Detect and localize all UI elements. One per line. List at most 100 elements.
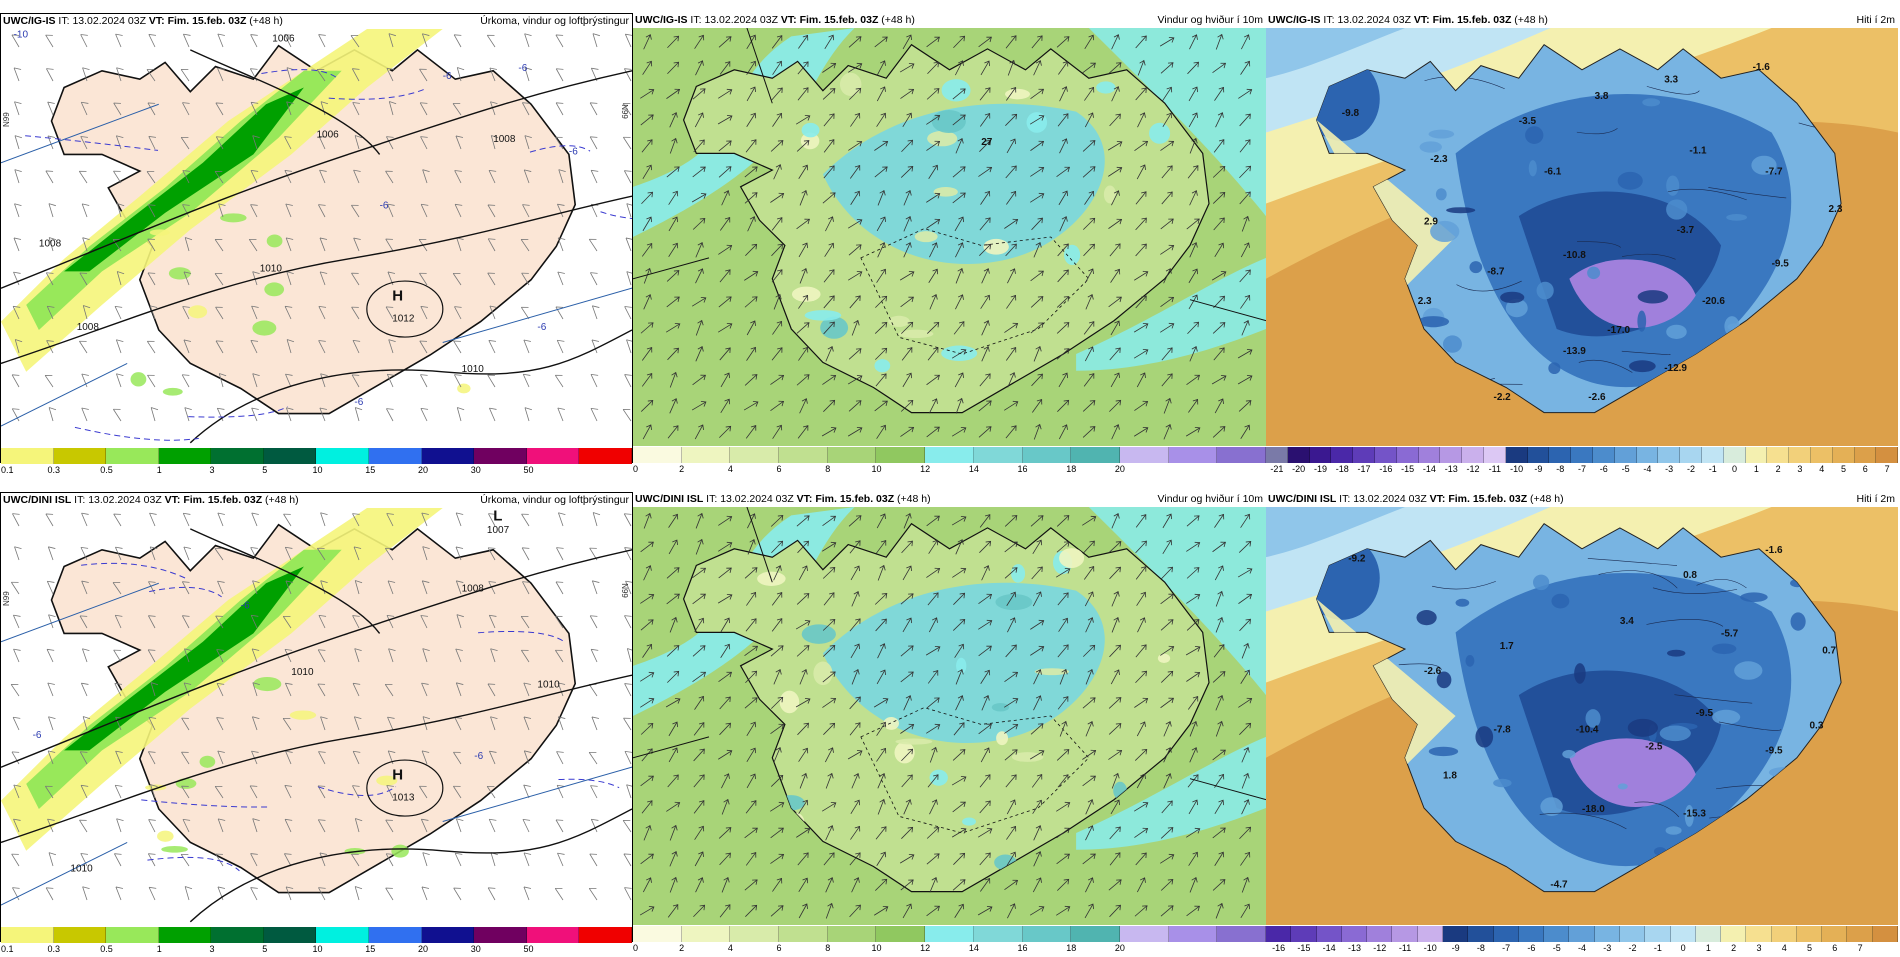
- temp-cell: [1420, 141, 1442, 152]
- colorbar-cell: [1528, 447, 1550, 463]
- colorbar-cell: [1746, 447, 1768, 463]
- colorbar-cell: [1440, 447, 1462, 463]
- contour-label: -6: [380, 201, 389, 212]
- vt-value: Fim. 15.feb. 03Z: [800, 14, 879, 26]
- wind-cell: [1158, 654, 1170, 663]
- wind-cell: [1064, 245, 1080, 265]
- temperature-value-label: 2.3: [1418, 296, 1432, 307]
- colorbar-tick-label: -5: [1553, 943, 1561, 954]
- model-name: UWC/IG-IS: [635, 14, 688, 26]
- contour-label: 1006: [317, 130, 340, 141]
- colorbar-tick-label: 4: [728, 943, 733, 954]
- colorbar-cell: [1392, 926, 1417, 942]
- temp-cell: [1456, 599, 1470, 607]
- temp-cell: [1791, 612, 1806, 630]
- temp-cell: [1529, 160, 1537, 176]
- colorbar-tick-label: -18: [1336, 464, 1349, 475]
- colorbar-cell: [1721, 926, 1746, 942]
- colorbar-cell: [1847, 926, 1872, 942]
- wind-cell: [1104, 185, 1116, 203]
- colorbar-tick-label: 2: [679, 464, 684, 475]
- temperature-value-label: -3.7: [1677, 225, 1695, 236]
- temperature-value-label: -7.7: [1765, 166, 1783, 177]
- colorbar-cell: [1266, 447, 1288, 463]
- colorbar-cell: [1569, 926, 1594, 942]
- lead-time: (+48 h): [897, 493, 931, 505]
- temp-cell: [1629, 360, 1656, 372]
- latitude-label: N99: [2, 112, 11, 127]
- colorbar-tick-label: 12: [920, 943, 930, 954]
- gust-value-label: 27: [981, 137, 993, 148]
- colorbar-tick-label: 8: [825, 943, 830, 954]
- colorbar-tick-label: 50: [523, 465, 533, 476]
- colorbar-cell: [730, 447, 779, 463]
- colorbar-tick-label: -2: [1687, 464, 1695, 475]
- colorbar-cell: [1696, 926, 1721, 942]
- colorbar-cells: [633, 926, 1266, 942]
- colorbar-tick-label: -14: [1423, 464, 1436, 475]
- precip-cell: [391, 845, 408, 858]
- colorbar-tick-label: 16: [1018, 464, 1028, 475]
- field-title: Vindur og hviður í 10m: [1158, 492, 1263, 506]
- temperature-value-label: -20.6: [1702, 296, 1725, 307]
- wind-cell: [942, 79, 971, 101]
- colorbar-cell: [1833, 447, 1855, 463]
- colorbar-cell: [730, 926, 779, 942]
- temp-cell: [1667, 650, 1685, 657]
- temperature-value-label: 0.3: [1810, 721, 1824, 732]
- vt-label: VT:: [781, 14, 797, 26]
- contour-label: 1010: [462, 364, 485, 375]
- temperature-value-label: 0.7: [1822, 645, 1836, 656]
- colorbar-cell: [828, 926, 877, 942]
- wind-cell: [802, 624, 836, 644]
- colorbar-tick-label: 4: [1819, 464, 1824, 475]
- temperature-value-label: -8.7: [1487, 267, 1505, 278]
- it-label: IT:: [690, 14, 701, 26]
- colorbar-cell: [159, 927, 212, 943]
- map-canvas: -9.2-1.60.83.4-5.70.7-2.61.7-9.5-10.4-7.…: [1266, 507, 1898, 925]
- map-panel-precip-row1: UWC/IG-IS IT: 13.02.2024 03Z VT: Fim. 15…: [0, 13, 633, 463]
- vt-label: VT:: [797, 493, 813, 505]
- field-title: Hiti í 2m: [1856, 13, 1895, 27]
- precip-cell: [188, 305, 207, 318]
- colorbar-cell: [1544, 926, 1569, 942]
- colorbar-tick-label: -10: [1510, 464, 1523, 475]
- colorbar-tick-label: -3: [1603, 943, 1611, 954]
- temperature-value-label: 2.3: [1829, 204, 1843, 215]
- temperature-value-label: -2.6: [1588, 392, 1606, 403]
- temp-cell: [1562, 750, 1575, 759]
- contour-label: -6: [474, 751, 483, 762]
- temp-cell: [1429, 130, 1455, 139]
- colorbar-cell: [1702, 447, 1724, 463]
- colorbar-tick-label: -14: [1323, 943, 1336, 954]
- map-canvas: -9.8-3.53.3-1.63.8-2.3-6.1-1.1-7.72.9-3.…: [1266, 28, 1898, 446]
- precip-cell: [161, 846, 188, 853]
- wind-cell: [888, 316, 910, 327]
- temperature-value-label: -12.9: [1664, 363, 1687, 374]
- colorbar-tick-label: -12: [1373, 943, 1386, 954]
- contour-label: 1010: [537, 680, 560, 691]
- latitude-label-right: N99: [620, 104, 629, 119]
- it-value: 13.02.2024 03Z: [1353, 493, 1427, 505]
- colorbar-tick-label: 1: [1754, 464, 1759, 475]
- it-label: IT:: [74, 494, 85, 506]
- map-area: [633, 507, 1266, 925]
- colorbar-cell: [1023, 447, 1072, 463]
- colorbar-tick-label: 0.3: [47, 465, 60, 476]
- lead-time: (+48 h): [249, 15, 283, 27]
- colorbar-cell: [1468, 926, 1493, 942]
- colorbar-cell: [1120, 447, 1169, 463]
- wind-cell: [915, 231, 938, 242]
- colorbar-tick-label: 6: [1832, 943, 1837, 954]
- contour-label: 1012: [392, 314, 415, 325]
- pressure-center-label: L: [493, 508, 502, 525]
- colorbar-cell: [1680, 447, 1702, 463]
- colorbar-cell: [1331, 447, 1353, 463]
- latitude-label-right: N99: [620, 583, 629, 598]
- temperature-value-label: -2.5: [1645, 741, 1663, 752]
- colorbar-cell: [1266, 926, 1291, 942]
